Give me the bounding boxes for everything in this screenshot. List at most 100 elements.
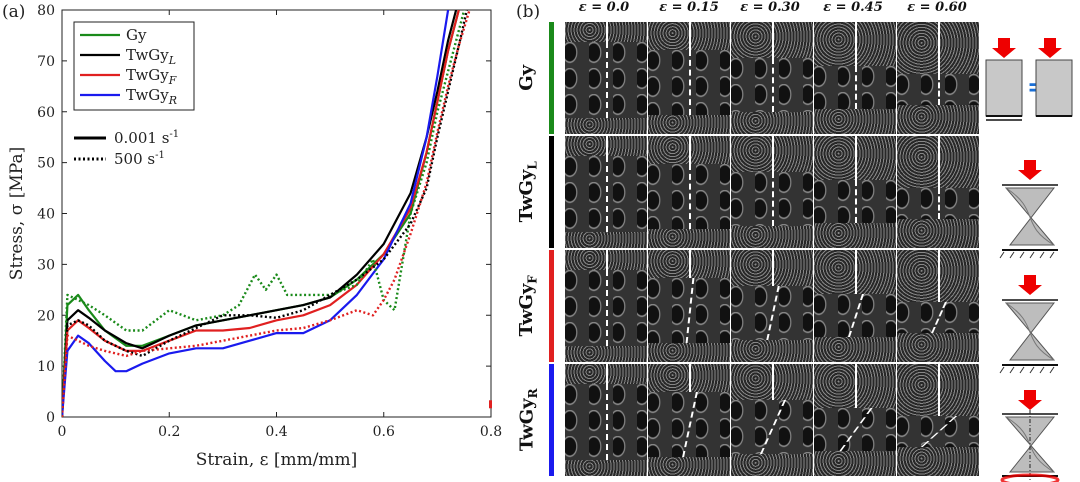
load-arrow-icon — [1018, 160, 1042, 180]
schematic-twgy-f — [999, 275, 1058, 374]
reference-line — [606, 364, 608, 384]
x-tick-label: 0.4 — [265, 424, 287, 440]
bottom-platen — [814, 451, 896, 476]
reference-line — [606, 136, 608, 156]
y-tick-label: 80 — [37, 3, 55, 19]
y-tick-label: 70 — [37, 54, 55, 70]
specimen-image-r3-c1 — [648, 364, 730, 476]
reference-line — [938, 364, 940, 416]
specimen-image-r3-c3 — [814, 364, 896, 476]
specimen-image-r2-c3 — [814, 250, 896, 362]
y-tick-label: 0 — [46, 410, 55, 426]
specimen-image-r1-c2 — [731, 136, 813, 248]
y-tick-label: 60 — [37, 105, 55, 121]
specimen-image-r1-c0 — [565, 136, 647, 248]
reference-line — [689, 22, 691, 50]
specimen-image-r1-c1 — [648, 136, 730, 248]
specimen-image-r0-c4 — [897, 22, 979, 134]
specimen-image-r3-c0 — [565, 364, 647, 476]
series-line-gy-500 — [62, 10, 466, 417]
reference-line — [772, 136, 774, 172]
bottom-platen — [565, 460, 647, 476]
reference-line — [772, 250, 774, 286]
marker-line — [606, 156, 608, 232]
strain-header-2: ε = 0.30 — [740, 0, 800, 15]
x-tick-label: 0.2 — [158, 424, 180, 440]
stress-strain-chart: 0 0.2 0.4 0.6 0.8 0 10 20 30 40 50 60 70 80 Strain, ε … — [7, 3, 502, 470]
lattice-specimen — [897, 302, 979, 333]
marker-line — [772, 58, 774, 112]
specimen-image-r0-c2 — [731, 22, 813, 134]
panel-b-image-grid: (b) ε = 0.0 ε = 0.15 ε = 0.30 ε = 0.45 ε… — [510, 0, 1080, 482]
marker-line — [938, 188, 940, 219]
strain-header-0: ε = 0.0 — [578, 0, 630, 15]
y-tick-label: 20 — [37, 308, 55, 324]
schematic-twgy-l — [999, 160, 1058, 259]
reference-line — [855, 250, 857, 294]
specimen-image-r2-c4 — [897, 250, 979, 362]
load-arrow-icon — [1038, 38, 1062, 58]
marker-line — [606, 384, 608, 460]
row-bar-twgy-l — [549, 136, 554, 248]
bottom-platen — [648, 343, 730, 362]
marker-line — [606, 270, 608, 346]
lattice-specimen — [814, 294, 896, 337]
bottom-platen — [897, 447, 979, 476]
series-line-twgy_l-500 — [62, 10, 469, 417]
specimen-image-r2-c2 — [731, 250, 813, 362]
y-tick-label: 30 — [37, 257, 55, 273]
legend-label: TwGyR — [126, 86, 177, 107]
specimen-image-r3-c2 — [731, 364, 813, 476]
bottom-platen — [565, 232, 647, 248]
legend-label: TwGyF — [126, 66, 177, 87]
reference-line — [938, 136, 940, 188]
reference-line — [938, 22, 940, 74]
specimen-image-r0-c0 — [565, 22, 647, 134]
bottom-platen — [814, 223, 896, 248]
series-line-twgy_f-500 — [62, 10, 471, 417]
specimen-image-r1-c3 — [814, 136, 896, 248]
specimen-image-r0-c3 — [814, 22, 896, 134]
legend-rate-label: 500 s-1 — [114, 150, 165, 168]
specimen-image-r2-c1 — [648, 250, 730, 362]
lattice-specimen — [731, 286, 813, 340]
load-arrow-icon — [992, 38, 1016, 58]
marker-line — [689, 164, 691, 229]
y-tick-label: 10 — [37, 359, 55, 375]
plot-area: 0 0.2 0.4 0.6 0.8 0 10 20 30 40 50 60 70 80 Strain, ε … — [7, 3, 502, 470]
specimen-image-r1-c4 — [897, 136, 979, 248]
lattice-specimen — [648, 392, 730, 457]
reference-line — [855, 136, 857, 180]
load-arrow-icon — [1018, 390, 1042, 410]
lattice-specimen — [897, 416, 979, 447]
schematics-column: = — [985, 38, 1073, 482]
bottom-platen — [814, 109, 896, 134]
strain-header-1: ε = 0.15 — [659, 0, 719, 15]
specimen-image-r0-c1 — [648, 22, 730, 134]
legend-label: Gy — [126, 26, 147, 44]
bottom-platen — [565, 346, 647, 362]
row-bar-twgy-f — [549, 250, 554, 362]
marker-line — [855, 66, 857, 109]
series-line-twgy_f-0.001 — [62, 10, 460, 417]
lattice-specimen — [731, 400, 813, 454]
bottom-platen — [897, 219, 979, 248]
reference-line — [606, 22, 608, 42]
x-tick-label: 0.8 — [480, 424, 502, 440]
y-axis-label: Stress, σ [MPa] — [7, 147, 27, 280]
legend-label: TwGyL — [126, 46, 176, 67]
bottom-platen — [814, 337, 896, 362]
strain-header-3: ε = 0.45 — [823, 0, 883, 15]
series-line-twgy_r-0.001 — [62, 10, 450, 417]
bottom-platen — [648, 457, 730, 476]
reference-line — [855, 22, 857, 66]
marker-line — [606, 42, 608, 118]
bottom-platen — [731, 226, 813, 248]
row-label-twgy-l: TwGyL — [516, 161, 540, 223]
reference-line — [606, 250, 608, 270]
bottom-platen — [731, 112, 813, 134]
bottom-platen — [731, 454, 813, 476]
panel-a-label: (a) — [2, 2, 26, 22]
reference-line — [938, 250, 940, 302]
reference-line — [689, 364, 691, 392]
